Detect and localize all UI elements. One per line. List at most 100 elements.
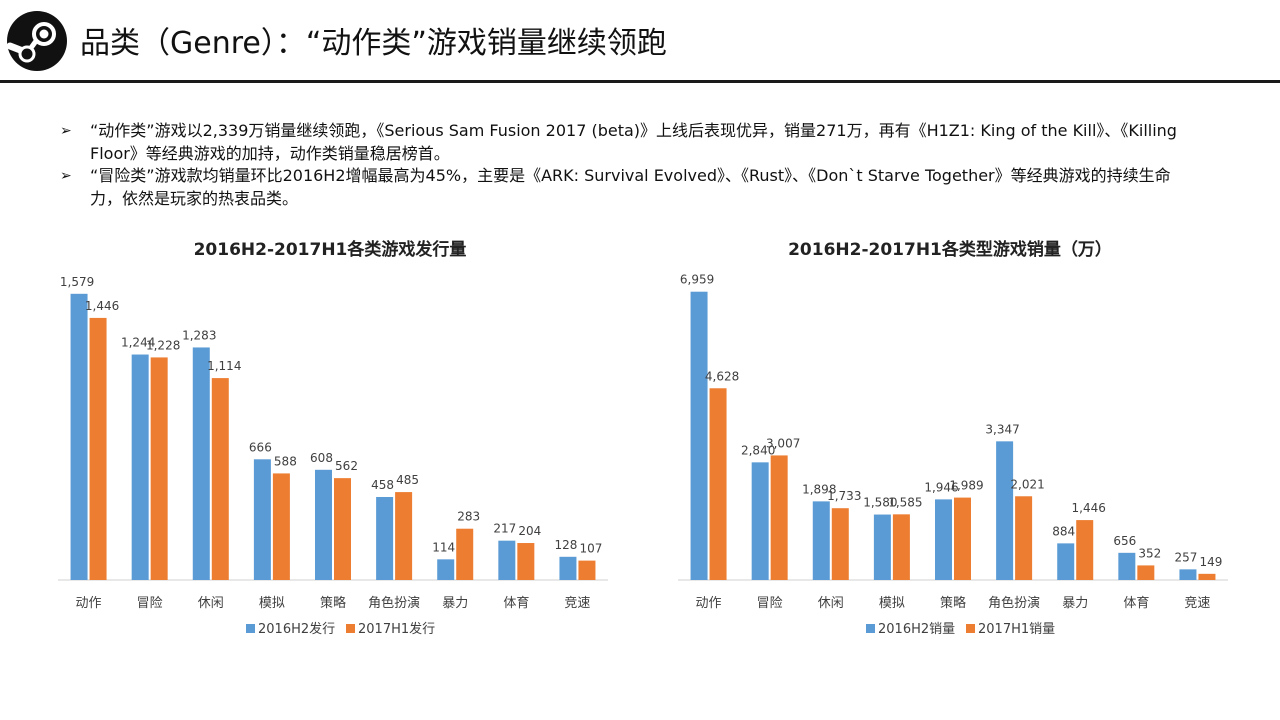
sales-chart-category-tick: 休闲: [818, 596, 844, 611]
release-chart-bar-h2: [70, 293, 88, 580]
sales-chart-category-tick: 冒险: [757, 596, 783, 611]
sales-chart-data-label: 4,628: [705, 369, 739, 383]
sales-chart-data-label: 3,347: [985, 422, 1019, 436]
release-chart-bar-h1: [334, 478, 351, 580]
release-chart-category-tick: 角色扮演: [368, 595, 420, 611]
sales-chart-bar-h2: [1118, 552, 1136, 580]
sales-chart-title: 2016H2-2017H1各类型游戏销量（万）: [788, 239, 1112, 260]
bullet-text: “冒险类”游戏款均销量环比2016H2增幅最高为45%，主要是《ARK: Sur…: [90, 166, 1171, 208]
release-chart-category-tick: 体育: [503, 595, 529, 611]
release-chart-data-label: 562: [335, 459, 358, 473]
sales-chart-data-label: 1,989: [949, 479, 983, 493]
sales-chart-data-label: 257: [1174, 550, 1197, 564]
release-chart-bar-h2: [437, 559, 455, 580]
release-count-chart: 2016H2-2017H1各类游戏发行量 1,579 1,446 动作 1,244 1,2…: [20, 228, 640, 658]
sales-chart-bar-h2: [751, 462, 769, 580]
release-chart-title: 2016H2-2017H1各类游戏发行量: [194, 239, 467, 260]
title-divider: [0, 80, 1280, 83]
sales-chart-bar-h2: [1179, 569, 1197, 580]
sales-chart-data-label: 1,446: [1072, 501, 1106, 515]
release-chart-bar-h2: [192, 347, 210, 580]
sales-chart-bar-h2: [690, 291, 708, 580]
sales-volume-chart-svg: 2016H2-2017H1各类型游戏销量（万） 6,959 4,628 动作 2,840…: [678, 239, 1228, 637]
release-chart-bar-h1: [456, 528, 474, 580]
sales-chart-bar-h2: [1057, 543, 1075, 580]
release-chart-category-tick: 休闲: [198, 596, 224, 611]
release-chart-data-label: 588: [274, 454, 297, 468]
release-chart-category-tick: 竞速: [564, 595, 590, 611]
sales-chart-data-label: 1,898: [802, 482, 836, 496]
sales-chart-data-label: 884: [1052, 524, 1075, 538]
bullet-text: “动作类”游戏以2,339万销量继续领跑，《Serious Sam Fusion…: [90, 121, 1177, 163]
sales-chart-category-tick: 竞速: [1184, 595, 1210, 611]
sales-chart-bar-h1: [892, 514, 910, 580]
sales-chart-data-label: 352: [1138, 546, 1161, 560]
sales-chart-bar-h1: [1137, 565, 1155, 580]
release-chart-legend-label: 2017H1发行: [358, 621, 435, 637]
sales-chart-legend-swatch: [866, 624, 875, 633]
sales-chart-data-label: 1,946: [924, 480, 958, 494]
page-title: 品类（Genre）：“动作类”游戏销量继续领跑: [80, 26, 667, 61]
release-chart-data-label: 1,244: [121, 336, 155, 350]
sales-chart-legend-label: 2017H1销量: [978, 622, 1055, 637]
sales-chart-category-tick: 角色扮演: [988, 595, 1040, 611]
sales-chart-data-label: 3,007: [766, 436, 800, 450]
sales-chart-data-label: 1,580: [863, 496, 897, 510]
steam-logo-icon: [6, 11, 67, 71]
release-chart-bar-h2: [315, 469, 332, 580]
sales-chart-data-label: 149: [1199, 555, 1222, 569]
release-chart-data-label: 1,283: [182, 328, 216, 342]
sales-chart-bar-h1: [709, 388, 727, 580]
sales-chart-bar-h1: [954, 497, 971, 580]
release-chart-legend-label: 2016H2发行: [258, 621, 335, 637]
release-chart-bar-h1: [395, 492, 413, 580]
release-chart-data-label: 217: [493, 522, 516, 536]
sales-chart-data-label: 2,021: [1010, 477, 1044, 491]
sales-chart-legend-swatch: [966, 624, 975, 633]
release-chart-category-tick: 模拟: [259, 596, 285, 611]
release-chart-bar-h1: [89, 317, 107, 580]
release-chart-data-label: 128: [554, 538, 577, 552]
release-chart-legend-swatch: [246, 624, 255, 633]
release-chart-data-label: 283: [457, 510, 480, 524]
release-chart-data-label: 1,446: [85, 299, 119, 313]
sales-chart-bar-h2: [873, 514, 891, 580]
sales-chart-category-tick: 体育: [1123, 595, 1149, 611]
release-chart-data-label: 458: [371, 478, 394, 492]
release-chart-bar-h2: [559, 556, 577, 580]
release-chart-bar-h2: [131, 354, 149, 580]
release-chart-category-tick: 动作: [76, 596, 102, 611]
release-chart-bar-h2: [498, 540, 516, 580]
sales-chart-bar-h1: [1076, 520, 1094, 580]
bullet-item: ➢ “动作类”游戏以2,339万销量继续领跑，《Serious Sam Fusi…: [60, 120, 1180, 165]
arrow-bullet-icon: ➢: [60, 123, 72, 139]
sales-chart-data-label: 2,840: [741, 443, 775, 457]
release-chart-category-tick: 策略: [320, 595, 346, 611]
release-chart-bar-h1: [272, 473, 290, 580]
release-chart-data-label: 1,114: [207, 359, 241, 373]
release-chart-data-label: 1,579: [60, 275, 94, 289]
release-chart-bar-h1: [211, 378, 229, 580]
release-chart-bar-h1: [150, 357, 168, 580]
sales-chart-bar-h2: [935, 499, 952, 580]
sales-chart-bar-h1: [770, 455, 788, 580]
release-count-chart-svg: 2016H2-2017H1各类游戏发行量 1,579 1,446 动作 1,244 1,2…: [58, 239, 608, 637]
sales-chart-bar-h1: [1015, 496, 1033, 580]
arrow-bullet-icon: ➢: [60, 168, 72, 184]
release-chart-data-label: 485: [396, 473, 419, 487]
sales-volume-chart: 2016H2-2017H1各类型游戏销量（万） 6,959 4,628 动作 2,840…: [640, 228, 1260, 658]
sales-chart-category-tick: 策略: [940, 595, 966, 611]
sales-chart-bar-h1: [1198, 573, 1216, 580]
sales-chart-legend-label: 2016H2销量: [878, 622, 955, 637]
release-chart-bar-h1: [578, 560, 596, 580]
release-chart-category-tick: 冒险: [137, 596, 163, 611]
sales-chart-data-label: 6,959: [680, 273, 714, 287]
release-chart-bar-h2: [376, 496, 394, 580]
sales-chart-data-label: 1,733: [827, 489, 861, 503]
release-chart-category-tick: 暴力: [442, 596, 468, 611]
release-chart-data-label: 204: [518, 524, 541, 538]
release-chart-data-label: 608: [310, 451, 333, 465]
sales-chart-category-tick: 动作: [696, 596, 722, 611]
sales-chart-bar-h2: [996, 441, 1014, 580]
sales-chart-data-label: 1,585: [888, 495, 922, 509]
